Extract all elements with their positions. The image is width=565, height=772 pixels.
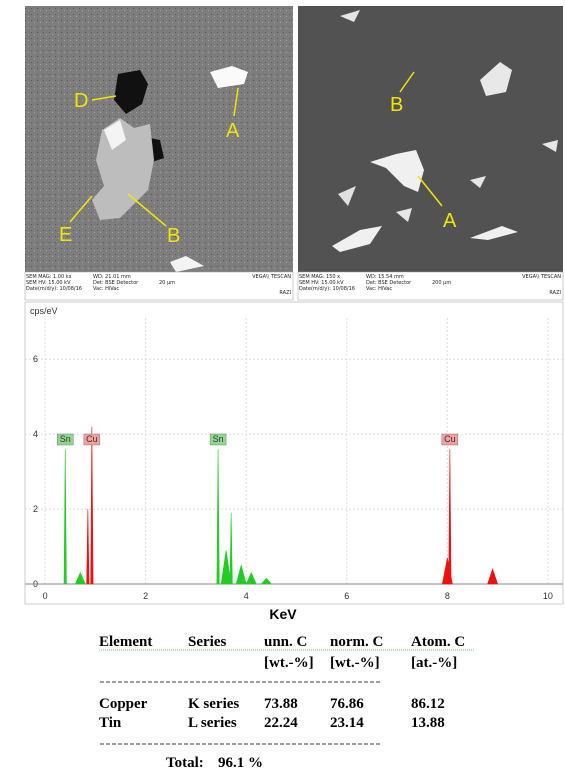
peak <box>220 550 232 585</box>
image-info: 200 µm <box>432 280 451 286</box>
y-tick-label: 6 <box>33 354 38 364</box>
table-cell: 23.14 <box>330 715 364 731</box>
peak-label-box <box>441 433 459 446</box>
image-info: Date(m/d/y): 10/08/16 <box>299 286 355 292</box>
table-unit: [at.-%] <box>411 655 457 671</box>
image-info: Vac: HiVac <box>93 286 119 292</box>
peak <box>216 449 220 585</box>
y-tick-label: 2 <box>33 504 38 514</box>
peak-label: Cu <box>86 434 98 444</box>
image-info: Date(m/d/y): 10/08/16 <box>26 286 82 292</box>
sem-image-left: D A E B <box>25 6 293 272</box>
peak-label-box <box>83 433 101 446</box>
peak-label-box <box>57 433 74 446</box>
image-info: SEM MAG: 1.00 kx <box>26 274 72 280</box>
label: D <box>74 90 88 112</box>
x-axis-label: KeV <box>269 606 297 622</box>
peak <box>86 509 90 585</box>
image-info: Det: BSE Detector <box>93 280 139 286</box>
table-cell: 73.88 <box>264 696 298 712</box>
image-info: SEM HV: 15.00 kV <box>26 280 71 286</box>
image-info: SEM MAG: 150 x <box>299 274 340 280</box>
label: A <box>226 120 240 142</box>
table-cell: 13.88 <box>411 715 445 731</box>
peak <box>448 449 452 585</box>
sem-image-right: B A <box>298 6 563 272</box>
peak <box>74 572 86 585</box>
info-strip <box>297 271 564 301</box>
peak <box>90 426 94 585</box>
table-header: Series <box>188 634 226 650</box>
table-cell: 86.12 <box>411 696 445 712</box>
peak <box>260 577 273 585</box>
info-strip <box>24 271 294 301</box>
x-tick-label: 10 <box>543 591 553 601</box>
image-info: WD: 21.01 mm <box>93 274 131 280</box>
peak <box>245 572 257 585</box>
image-info: WD: 15.54 mm <box>366 274 404 280</box>
label: B <box>390 94 403 116</box>
table-unit: [wt.-%] <box>264 655 314 671</box>
table-header: unn. C <box>264 634 307 650</box>
table-cell: 76.86 <box>330 696 364 712</box>
label: A <box>443 210 457 232</box>
table-header: Atom. C <box>411 634 465 650</box>
x-tick-label: 2 <box>143 591 148 601</box>
x-tick-label: 0 <box>43 591 48 601</box>
peak-label-box <box>209 433 227 446</box>
total-value: 96.1 % <box>218 755 263 771</box>
x-tick-label: 8 <box>445 591 450 601</box>
y-axis-label: cps/eV <box>30 306 58 316</box>
label: E <box>59 224 72 246</box>
table: Element Series unn. C norm. C Atom. C [wt.-%]… <box>99 634 475 771</box>
table-cell: Tin <box>99 715 122 731</box>
peak <box>63 449 67 585</box>
y-tick-label: 4 <box>33 429 38 439</box>
peak-label: Sn <box>213 434 224 444</box>
image-info: RAZI <box>549 290 561 296</box>
table-header: norm. C <box>330 634 383 650</box>
image-info: SEM HV: 15.00 kV <box>299 280 344 286</box>
plot-frame <box>24 301 564 605</box>
total-label: Total: <box>166 755 204 771</box>
image-info: RAZI <box>279 290 291 296</box>
peak <box>235 564 247 585</box>
image-info: Det: BSE Detector <box>366 280 412 286</box>
label: B <box>167 225 180 247</box>
peak-label: Cu <box>444 434 456 444</box>
image-info: VEGA\\ TESCAN <box>522 274 561 280</box>
image-info: 20 µm <box>159 280 175 286</box>
peak <box>487 568 499 585</box>
table-cell: L series <box>188 715 237 731</box>
image-info: VEGA\\ TESCAN <box>252 274 291 280</box>
x-tick-label: 4 <box>244 591 249 601</box>
table-header: Element <box>99 634 152 650</box>
table-unit: [wt.-%] <box>330 655 380 671</box>
x-tick-label: 6 <box>344 591 349 601</box>
table-cell: 22.24 <box>264 715 298 731</box>
peak-label: Sn <box>60 434 71 444</box>
image-info: Vac: HiVac <box>366 286 392 292</box>
table-cell: K series <box>188 696 239 712</box>
peak <box>229 512 233 585</box>
table-cell: Copper <box>99 696 148 712</box>
